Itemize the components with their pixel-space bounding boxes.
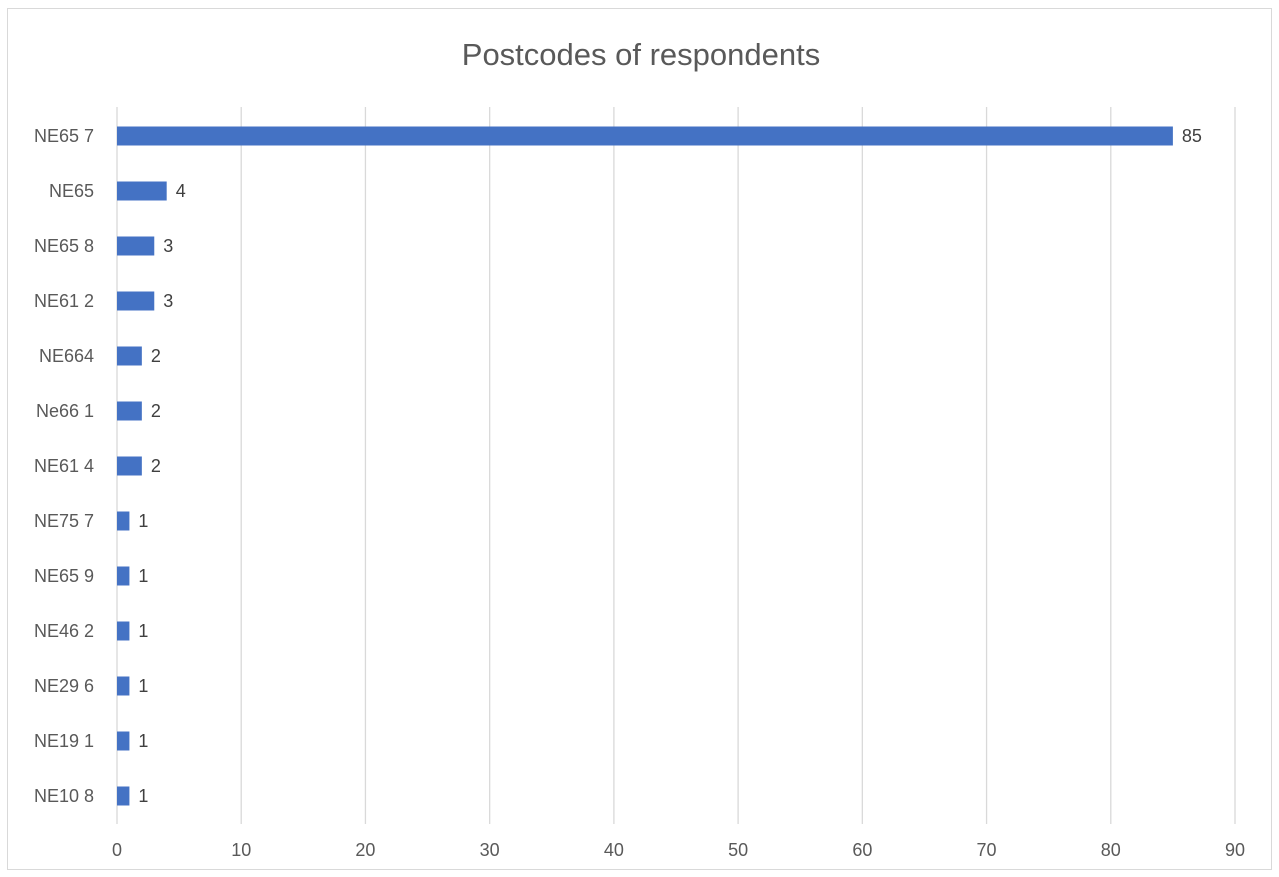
gridlines xyxy=(116,107,1236,824)
bar xyxy=(117,236,155,256)
category-label: Ne66 1 xyxy=(36,401,94,421)
bar xyxy=(117,676,130,696)
category-label: NE75 7 xyxy=(34,511,94,531)
data-label: 2 xyxy=(151,401,161,421)
category-label: NE10 8 xyxy=(34,786,94,806)
bar xyxy=(117,126,1173,146)
bar xyxy=(117,401,142,421)
category-label: NE61 2 xyxy=(34,291,94,311)
data-label: 1 xyxy=(138,786,148,806)
bar xyxy=(117,181,167,201)
chart-frame: Postcodes of respondents NE65 7 NE65 NE65 … xyxy=(7,8,1272,870)
x-tick-label: 50 xyxy=(728,840,748,860)
bar xyxy=(117,291,155,311)
x-tick-label: 0 xyxy=(112,840,122,860)
x-tick-label: 80 xyxy=(1101,840,1121,860)
category-label: NE65 7 xyxy=(34,126,94,146)
x-tick-label: 20 xyxy=(355,840,375,860)
data-label: 1 xyxy=(138,676,148,696)
category-label: NE46 2 xyxy=(34,621,94,641)
data-label: 1 xyxy=(138,566,148,586)
x-tick-label: 60 xyxy=(852,840,872,860)
data-label: 1 xyxy=(138,621,148,641)
bars xyxy=(117,126,1173,806)
data-label: 2 xyxy=(151,456,161,476)
category-label: NE29 6 xyxy=(34,676,94,696)
category-label: NE19 1 xyxy=(34,731,94,751)
bar-chart: Postcodes of respondents NE65 7NE65NE65 … xyxy=(34,37,1245,860)
data-label: 85 xyxy=(1182,126,1202,146)
data-label: 4 xyxy=(176,181,186,201)
category-label: NE61 4 xyxy=(34,456,94,476)
bar xyxy=(117,731,130,751)
data-label: 3 xyxy=(163,291,173,311)
x-tick-label: 70 xyxy=(977,840,997,860)
x-tick-label: 40 xyxy=(604,840,624,860)
data-label: 2 xyxy=(151,346,161,366)
category-label: NE65 9 xyxy=(34,566,94,586)
x-tick-label: 30 xyxy=(480,840,500,860)
bar xyxy=(117,786,130,806)
bar xyxy=(117,566,130,586)
x-tick-label: 10 xyxy=(231,840,251,860)
x-tick-label: 90 xyxy=(1225,840,1245,860)
data-labels: 85 4 3 3 2 2 2 1 1 1 1 1 1 xyxy=(138,126,1201,806)
value-axis-labels: 0 10 20 30 40 50 60 70 80 90 xyxy=(112,840,1245,860)
data-label: 1 xyxy=(138,731,148,751)
category-axis-labels: NE65 7 NE65 NE65 8 NE61 2 NE664 Ne66 1 NE61 4 N… xyxy=(34,126,94,806)
data-label: 3 xyxy=(163,236,173,256)
bar xyxy=(117,511,130,531)
category-label: NE65 8 xyxy=(34,236,94,256)
bar xyxy=(117,456,142,476)
bar xyxy=(117,621,130,641)
category-label: NE664 xyxy=(39,346,94,366)
chart-title: Postcodes of respondents xyxy=(462,37,820,72)
category-label: NE65 xyxy=(49,181,94,201)
data-label: 1 xyxy=(138,511,148,531)
bar xyxy=(117,346,142,366)
